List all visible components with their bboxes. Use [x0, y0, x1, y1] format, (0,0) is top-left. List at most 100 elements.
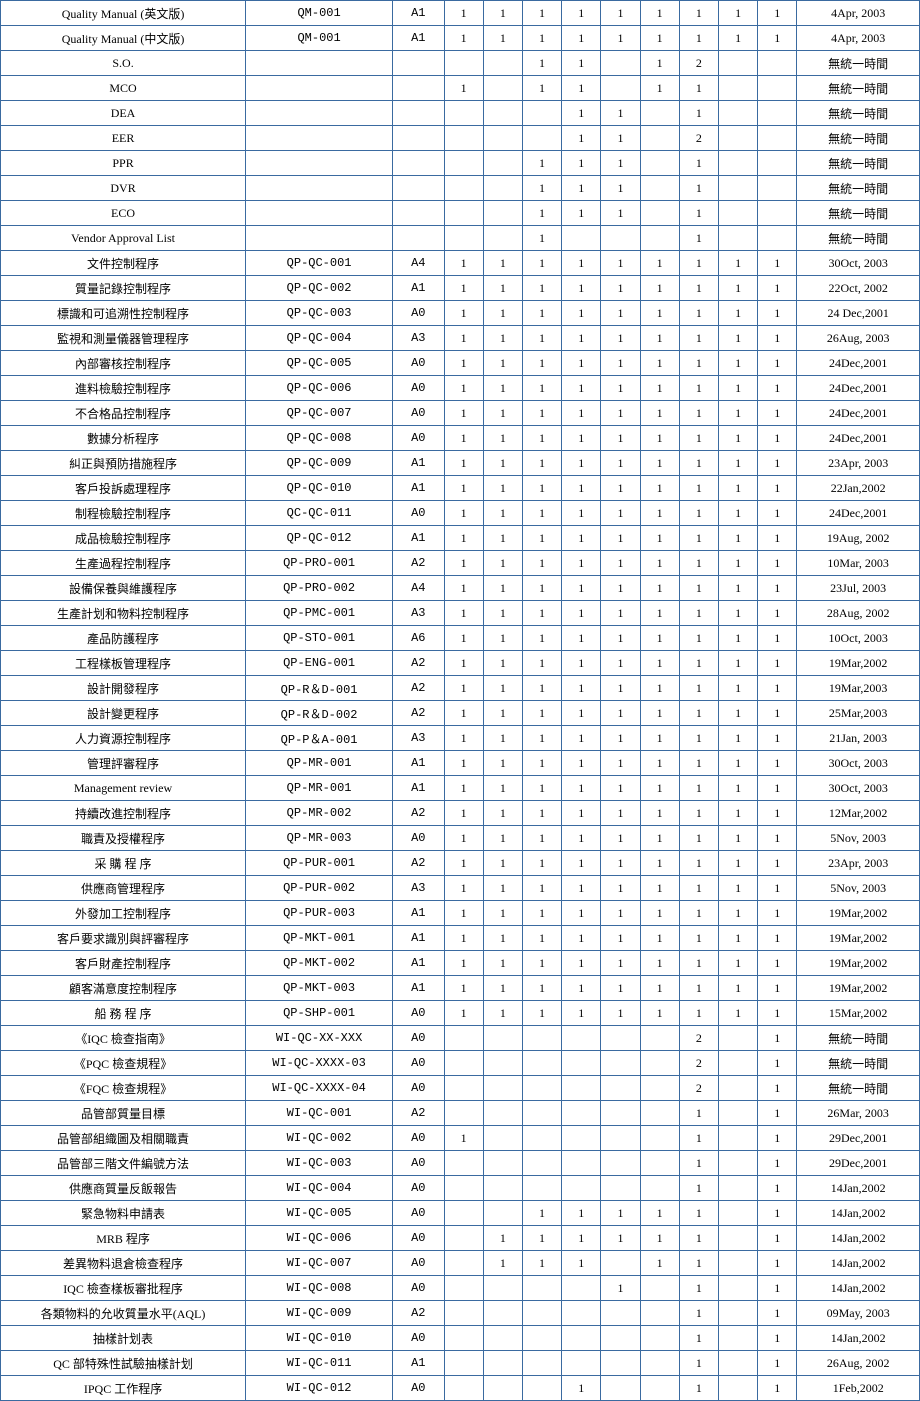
cell-date: 14Jan,2002 [797, 1276, 920, 1301]
table-row: 設備保養與維護程序QP-PRO-002A411111111123Jul, 200… [1, 576, 920, 601]
cell-c1 [444, 1226, 483, 1251]
cell-c3 [522, 126, 561, 151]
cell-c2: 1 [483, 1001, 522, 1026]
cell-c7: 1 [679, 1351, 718, 1376]
cell-title: 職責及授權程序 [1, 826, 246, 851]
cell-code: WI-QC-005 [246, 1201, 393, 1226]
cell-date: 29Dec,2001 [797, 1126, 920, 1151]
cell-rev: A0 [393, 1276, 444, 1301]
cell-code: QP-QC-012 [246, 526, 393, 551]
cell-c3: 1 [522, 801, 561, 826]
cell-c7: 1 [679, 301, 718, 326]
cell-c4 [562, 1076, 601, 1101]
cell-c4: 1 [562, 1, 601, 26]
cell-c3: 1 [522, 26, 561, 51]
cell-c5: 1 [601, 151, 640, 176]
cell-c3: 1 [522, 1251, 561, 1276]
cell-code [246, 226, 393, 251]
cell-date: 15Mar,2002 [797, 1001, 920, 1026]
cell-c3 [522, 1326, 561, 1351]
cell-c4: 1 [562, 201, 601, 226]
cell-c4: 1 [562, 926, 601, 951]
cell-c5 [601, 1376, 640, 1401]
cell-title: 客戶財產控制程序 [1, 951, 246, 976]
cell-c3 [522, 1026, 561, 1051]
cell-c2 [483, 1301, 522, 1326]
cell-rev: A0 [393, 501, 444, 526]
cell-c6 [640, 1376, 679, 1401]
table-row: 品管部三階文件編號方法WI-QC-003A01129Dec,2001 [1, 1151, 920, 1176]
cell-rev: A3 [393, 876, 444, 901]
cell-rev: A1 [393, 951, 444, 976]
cell-c4: 1 [562, 826, 601, 851]
cell-code: QM-001 [246, 26, 393, 51]
cell-c2: 1 [483, 976, 522, 1001]
cell-title: DVR [1, 176, 246, 201]
cell-title: 人力資源控制程序 [1, 726, 246, 751]
cell-c4: 1 [562, 526, 601, 551]
cell-code: QP-QC-009 [246, 451, 393, 476]
cell-c7: 1 [679, 1101, 718, 1126]
cell-code: WI-QC-XXXX-04 [246, 1076, 393, 1101]
cell-c9: 1 [758, 1, 797, 26]
cell-code: WI-QC-010 [246, 1326, 393, 1351]
cell-title: 監視和測量儀器管理程序 [1, 326, 246, 351]
cell-c4: 1 [562, 26, 601, 51]
cell-title: 成品檢驗控制程序 [1, 526, 246, 551]
cell-rev: A1 [393, 526, 444, 551]
cell-title: Vendor Approval List [1, 226, 246, 251]
cell-c1 [444, 1351, 483, 1376]
cell-c3: 1 [522, 776, 561, 801]
cell-date: 無統一時間 [797, 151, 920, 176]
cell-c4: 1 [562, 701, 601, 726]
cell-code: QP-P＆A-001 [246, 726, 393, 751]
cell-c6 [640, 1051, 679, 1076]
cell-title: 生產計划和物料控制程序 [1, 601, 246, 626]
cell-title: 內部審核控制程序 [1, 351, 246, 376]
cell-c5 [601, 1176, 640, 1201]
cell-rev: A1 [393, 751, 444, 776]
cell-c1 [444, 1251, 483, 1276]
cell-c6: 1 [640, 51, 679, 76]
cell-c8: 1 [718, 726, 757, 751]
cell-rev: A0 [393, 1026, 444, 1051]
table-row: 客戶投訴處理程序QP-QC-010A111111111122Jan,2002 [1, 476, 920, 501]
cell-c9 [758, 101, 797, 126]
cell-c4 [562, 1326, 601, 1351]
cell-title: 緊急物料申請表 [1, 1201, 246, 1226]
cell-c7: 1 [679, 1, 718, 26]
cell-c6: 1 [640, 751, 679, 776]
cell-c6: 1 [640, 1251, 679, 1276]
cell-c2: 1 [483, 926, 522, 951]
cell-c9: 1 [758, 451, 797, 476]
table-row: Management reviewQP-MR-001A111111111130O… [1, 776, 920, 801]
cell-c6 [640, 1026, 679, 1051]
cell-date: 24Dec,2001 [797, 401, 920, 426]
cell-c4: 1 [562, 126, 601, 151]
cell-c9: 1 [758, 376, 797, 401]
cell-date: 14Jan,2002 [797, 1226, 920, 1251]
cell-date: 4Apr, 2003 [797, 1, 920, 26]
cell-date: 4Apr, 2003 [797, 26, 920, 51]
cell-title: Quality Manual (中文版) [1, 26, 246, 51]
cell-rev: A0 [393, 351, 444, 376]
cell-title: 《IQC 檢查指南》 [1, 1026, 246, 1051]
cell-c7: 1 [679, 1176, 718, 1201]
cell-c7: 1 [679, 1151, 718, 1176]
table-row: 成品檢驗控制程序QP-QC-012A111111111119Aug, 2002 [1, 526, 920, 551]
table-row: 監視和測量儀器管理程序QP-QC-004A311111111126Aug, 20… [1, 326, 920, 351]
cell-c1 [444, 1076, 483, 1101]
cell-c4: 1 [562, 651, 601, 676]
cell-c1: 1 [444, 476, 483, 501]
cell-c5: 1 [601, 751, 640, 776]
cell-c1 [444, 201, 483, 226]
table-row: 質量記錄控制程序QP-QC-002A111111111122Oct, 2002 [1, 276, 920, 301]
cell-c6: 1 [640, 401, 679, 426]
cell-c5: 1 [601, 276, 640, 301]
cell-c5: 1 [601, 101, 640, 126]
cell-c1: 1 [444, 751, 483, 776]
table-row: 船 務 程 序QP-SHP-001A011111111115Mar,2002 [1, 1001, 920, 1026]
cell-c3: 1 [522, 76, 561, 101]
cell-title: 標識和可追溯性控制程序 [1, 301, 246, 326]
cell-c2 [483, 176, 522, 201]
